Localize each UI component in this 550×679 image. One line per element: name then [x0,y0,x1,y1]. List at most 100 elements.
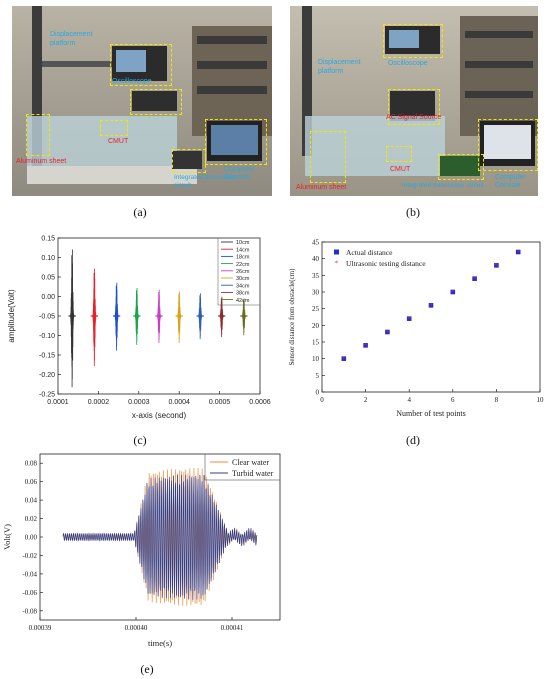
point-ultrasonic-5: * [429,302,433,310]
annotation-aluminum-b: Aluminum sheet [296,184,347,191]
box-signal-source-b [388,89,440,125]
y-axis-label-e: Volt(V) [2,524,12,550]
x-tick-label-c: 0.0004 [168,399,190,406]
legend-label-18cm: 18cm [236,255,250,261]
x-tick-label-e: 0.00039 [29,624,52,632]
panel-label-e: (e) [140,662,154,676]
legend-label-38cm: 38cm [236,291,250,297]
y-tick-label-d: 40 [312,255,320,263]
x-tick-label-d: 4 [407,396,411,404]
annotation-computer-a: Computer Console [224,166,255,181]
y-tick-label-d: 5 [316,372,320,380]
x-tick-label-e: 0.00041 [221,624,244,632]
annotation-cmut-a: CMUT [108,138,129,145]
point-actual-9 [515,249,521,255]
x-tick-label-d: 6 [451,396,455,404]
x-tick-label-c: 0.0006 [249,399,271,406]
y-tick-label-e: 0.02 [25,515,38,523]
series-line-30cm [176,291,182,343]
y-tick-label-c: 0.05 [41,275,55,282]
annotation-computer-b: Computer Console [495,174,526,189]
point-ultrasonic-6: * [451,289,455,297]
y-tick-label-d: 10 [312,355,320,363]
y-tick-label-d: 15 [312,339,320,347]
legend-box-c [217,237,261,306]
x-tick-label-d: 8 [495,396,499,404]
y-tick-label-d: 0 [316,389,320,397]
chart-d: 0 2 4 6 8 10 0 5 10 15 20 25 30 35 40 45 Actual distance… [282,228,550,428]
legend-label-10cm: 10cm [236,240,250,246]
point-ultrasonic-4: * [407,315,411,323]
y-tick-label-e: -0.02 [22,552,37,560]
panel-label-b: (b) [406,205,420,219]
chart-c: 0.0001 0.0002 0.0003 0.0004 0.0005 0.0006 0.15… [0,228,280,428]
y-tick-label-c: -0.25 [39,392,55,399]
series-line-26cm [156,289,162,343]
legend-marker-actual [334,249,339,255]
annotation-displacement-platform-a: Displacement platform [50,31,93,47]
legend-label-0: Actual distance [346,248,393,257]
x-tick-label-d: 10 [537,396,545,404]
point-actual-3 [385,329,390,335]
x-tick-label-c: 0.0002 [88,399,110,406]
series-line-turbid-water [62,474,258,600]
annotation-cmut-b: CMUT [390,166,411,173]
point-actual-2 [363,343,368,348]
legend-label-0: Clear water [232,458,269,467]
y-tick-label-c: 0.10 [41,255,55,262]
box-signal-source-a [130,89,182,115]
y-tick-label-d: 20 [312,322,320,330]
box-oscilloscope-a [110,44,172,86]
point-ultrasonic-9: * [516,249,520,257]
point-actual-1 [341,356,347,361]
panel-label-a: (a) [133,205,147,219]
box-cmut-b [386,146,412,162]
y-tick-label-e: -0.04 [22,570,37,578]
x-axis-label-e: time(s) [148,638,172,648]
annotation-transceiver-b: Integrated transceiver circuit [402,182,484,189]
annotation-displacement-platform-b: Displacement platform [318,59,361,75]
y-tick-label-c: -0.10 [39,333,55,340]
point-actual-7 [472,276,477,281]
box-transceiver-b [438,154,484,180]
x-tick-label-c: 0.0005 [209,399,231,406]
y-tick-label-e: 0.04 [25,497,38,505]
x-axis-label-d: Number of test points [396,409,466,418]
x-tick-label-e: 0.00040 [125,624,148,632]
x-tick-label-d: 2 [364,396,368,404]
annotation-oscilloscope-b: Oscilloscope [388,60,428,67]
y-tick-label-d: 45 [312,239,320,247]
legend-label-30cm: 30cm [236,276,250,282]
legend-marker-ultrasonic: * [335,260,339,268]
series-line-34cm [198,293,203,340]
point-ultrasonic-1: * [342,355,346,363]
photo-a: Displacement platform Oscilloscope CMUT … [12,6,272,196]
legend-label-42cm: 42cm [236,298,250,304]
y-tick-label-d: 30 [312,289,320,297]
series-line-18cm [114,282,119,351]
point-ultrasonic-2: * [364,342,368,350]
point-ultrasonic-7: * [473,275,477,283]
box-aluminum-a [26,114,50,156]
y-tick-label-e: -0.06 [22,589,37,597]
point-actual-6 [450,289,456,295]
annotation-aluminum-a: Aluminum sheet [16,158,67,165]
y-tick-label-c: -0.15 [39,353,55,360]
y-tick-label-e: 0.06 [25,478,38,486]
x-tick-label-c: 0.0001 [47,399,69,406]
box-oscilloscope-b [383,24,443,58]
point-ultrasonic-8: * [495,262,499,270]
point-ultrasonic-3: * [386,329,390,337]
box-computer-a [205,119,267,165]
legend-label-1: Turbid water [232,469,274,478]
series-line-14cm [92,268,97,367]
annotation-transceiver-a: Integrated transceiver circuit [174,174,237,189]
box-aluminum-b [310,131,346,183]
x-axis-label-c: x-axis (second) [132,411,187,420]
legend-label-14cm: 14cm [236,247,250,253]
y-tick-label-c: -0.05 [39,314,55,321]
y-tick-label-d: 25 [312,305,320,313]
y-tick-label-e: -0.08 [22,607,37,615]
photo-b: Displacement platform Oscilloscope AC Si… [290,6,538,196]
y-tick-label-d: 35 [312,272,320,280]
